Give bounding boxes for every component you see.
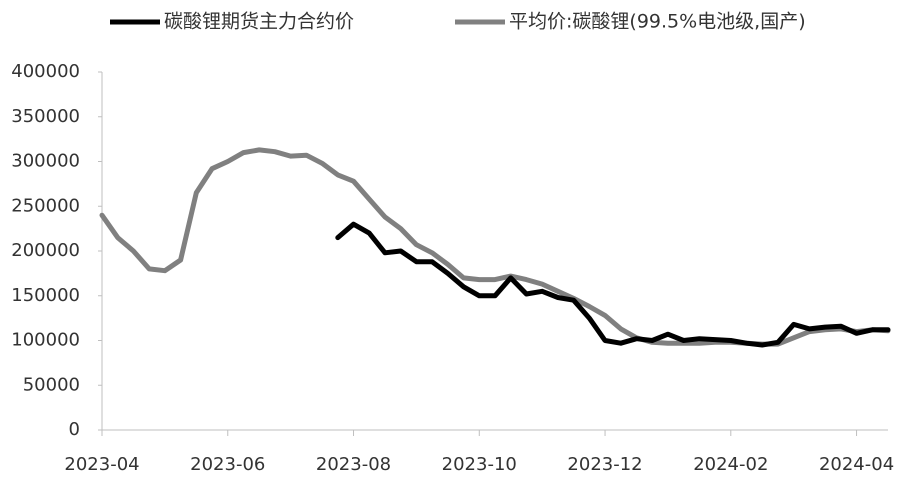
y-tick-label: 400000 — [11, 61, 80, 82]
x-tick-label: 2023-04 — [64, 454, 139, 475]
x-tick-label: 2024-04 — [819, 454, 894, 475]
series-line — [99, 147, 891, 347]
series-line — [335, 221, 891, 348]
y-tick-label: 300000 — [11, 151, 80, 172]
x-tick-label: 2023-06 — [190, 454, 265, 475]
y-tick-label: 50000 — [23, 374, 80, 395]
x-tick-label: 2023-12 — [567, 454, 642, 475]
y-tick-label: 150000 — [11, 285, 80, 306]
x-tick-label: 2023-08 — [316, 454, 391, 475]
y-tick-label: 350000 — [11, 106, 80, 127]
x-tick-label: 2024-02 — [693, 454, 768, 475]
x-tick-label: 2023-10 — [442, 454, 517, 475]
y-tick-label: 200000 — [11, 240, 80, 261]
legend-label: 碳酸锂期货主力合约价 — [164, 11, 354, 33]
y-tick-label: 100000 — [11, 330, 80, 351]
legend-label: 平均价:碳酸锂(99.5%电池级,国产) — [509, 11, 806, 33]
y-tick-label: 250000 — [11, 195, 80, 216]
y-tick-label: 0 — [69, 419, 80, 440]
